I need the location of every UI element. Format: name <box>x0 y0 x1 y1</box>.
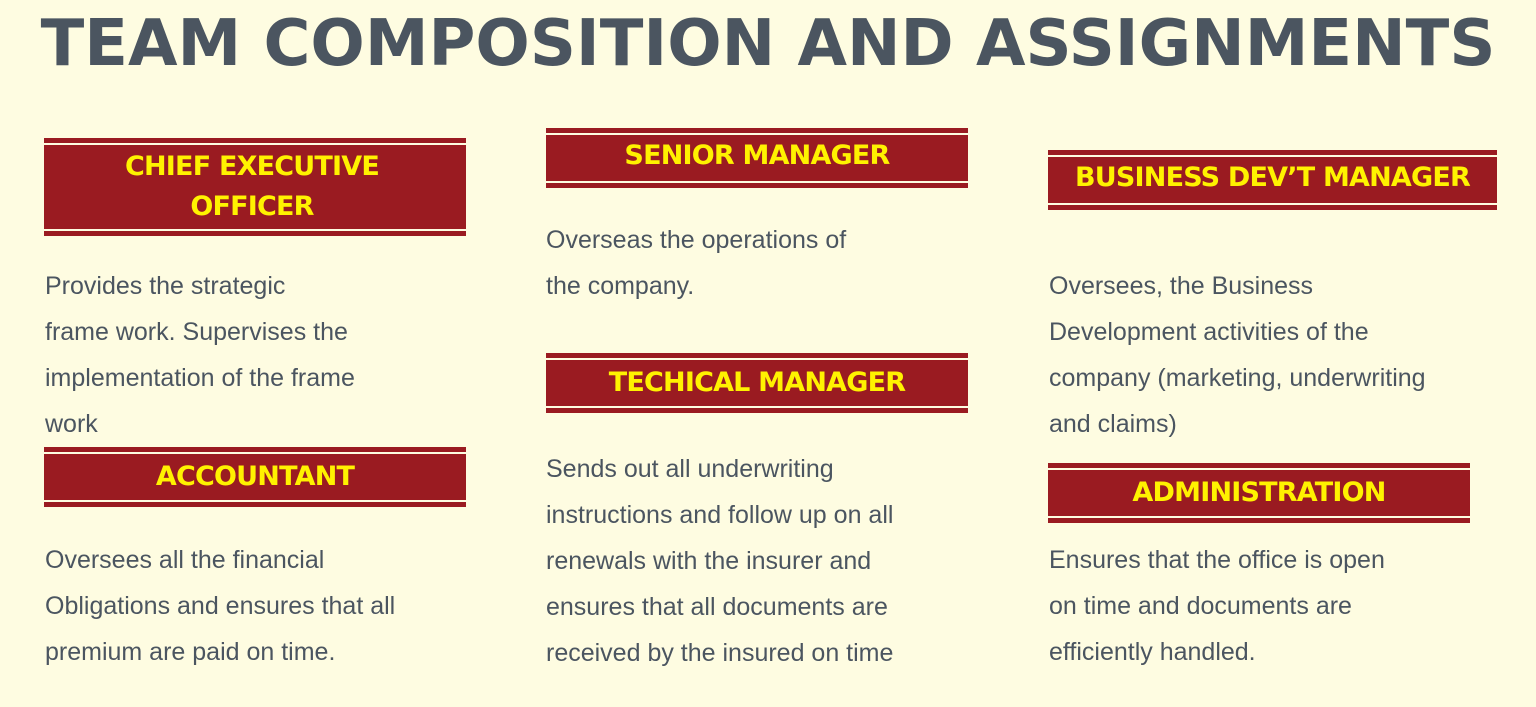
accountant-banner: ACCOUNTANT <box>44 447 466 507</box>
administration-description: Ensures that the office is open on time … <box>1049 546 1385 666</box>
page-title: TEAM COMPOSITION AND ASSIGNMENTS <box>40 7 1496 81</box>
ceo-banner: CHIEF EXECUTIVE OFFICER <box>44 138 466 236</box>
accountant-description: Oversees all the financial Obligations a… <box>45 546 396 666</box>
senior-manager-banner: SENIOR MANAGER <box>546 128 968 188</box>
business-dev-manager-banner: BUSINESS DEV’T MANAGER <box>1048 150 1497 210</box>
senior-manager-description: Overseas the operations of the company. <box>546 226 847 300</box>
technical-manager-description: Sends out all underwriting instructions … <box>546 455 894 667</box>
accountant-heading: ACCOUNTANT <box>155 461 355 492</box>
senior-manager-heading: SENIOR MANAGER <box>624 140 890 171</box>
business-dev-manager-heading: BUSINESS DEV’T MANAGER <box>1075 162 1471 193</box>
ceo-heading: CHIEF EXECUTIVE OFFICER <box>125 151 380 222</box>
administration-heading: ADMINISTRATION <box>1132 477 1386 508</box>
ceo-description: Provides the strategic frame work. Super… <box>45 272 355 438</box>
technical-manager-heading: TECHICAL MANAGER <box>608 367 906 398</box>
business-dev-manager-description: Oversees, the Business Development activ… <box>1049 272 1426 438</box>
administration-banner: ADMINISTRATION <box>1048 463 1470 523</box>
technical-manager-banner: TECHICAL MANAGER <box>546 353 968 413</box>
